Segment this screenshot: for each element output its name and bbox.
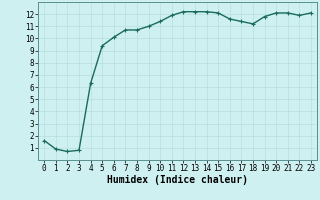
X-axis label: Humidex (Indice chaleur): Humidex (Indice chaleur) — [107, 175, 248, 185]
